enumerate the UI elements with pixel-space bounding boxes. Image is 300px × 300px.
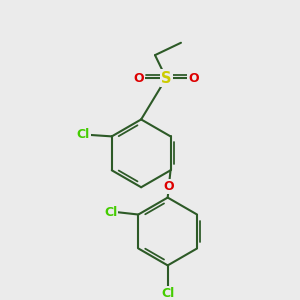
Text: O: O: [134, 72, 144, 85]
Text: S: S: [161, 70, 172, 86]
Text: O: O: [188, 72, 199, 85]
Text: Cl: Cl: [76, 128, 90, 141]
Text: O: O: [164, 180, 174, 193]
Text: Cl: Cl: [161, 286, 174, 300]
Text: Cl: Cl: [104, 206, 117, 219]
